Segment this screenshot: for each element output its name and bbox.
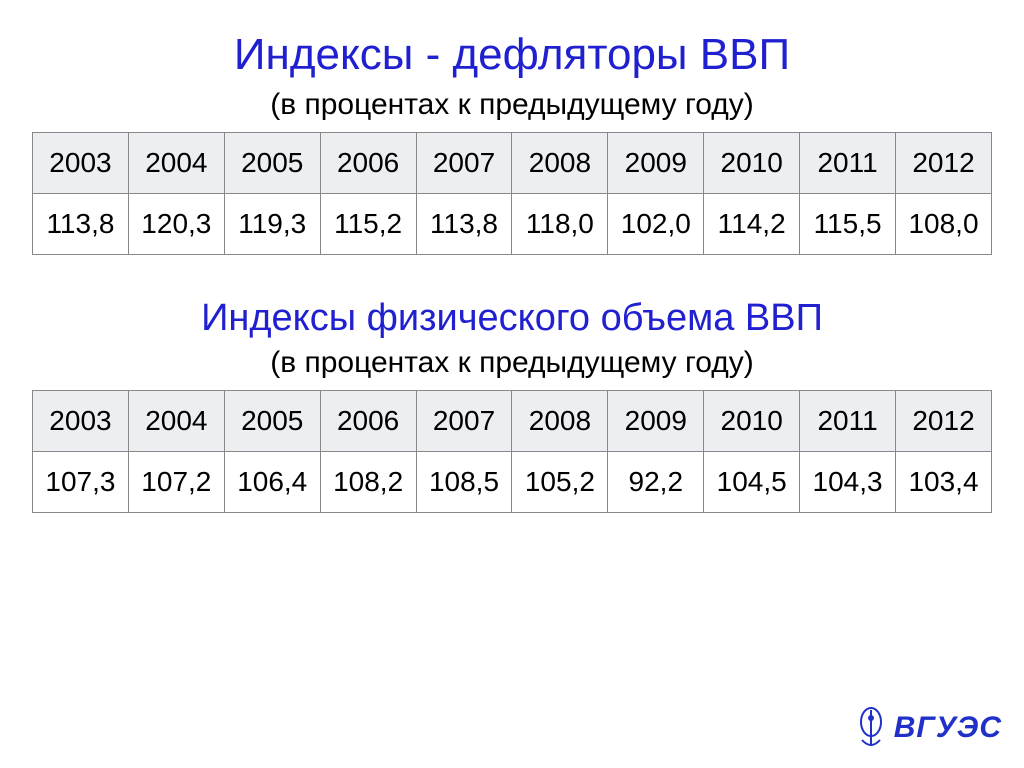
table-cell: 2007 [416,391,512,452]
table-cell: 113,8 [33,194,129,255]
university-crest-icon [854,706,888,750]
logo-text: ВГУЭС [894,711,1002,745]
table-cell: 2004 [128,391,224,452]
table-cell: 114,2 [704,194,800,255]
deflator-title: Индексы - дефляторы ВВП [20,30,1004,80]
table-cell: 107,3 [33,452,129,513]
volume-years-row: 2003 2004 2005 2006 2007 2008 2009 2010 … [33,391,992,452]
table-cell: 104,3 [800,452,896,513]
table-cell: 118,0 [512,194,608,255]
table-cell: 2004 [128,133,224,194]
table-cell: 102,0 [608,194,704,255]
table-cell: 2008 [512,133,608,194]
table-cell: 2005 [224,133,320,194]
table-cell: 2010 [704,133,800,194]
table-cell: 2009 [608,133,704,194]
volume-values-row: 107,3 107,2 106,4 108,2 108,5 105,2 92,2… [33,452,992,513]
table-cell: 103,4 [896,452,992,513]
table-cell: 2011 [800,133,896,194]
deflator-table: 2003 2004 2005 2006 2007 2008 2009 2010 … [32,132,992,255]
table-cell: 2005 [224,391,320,452]
table-cell: 2003 [33,133,129,194]
deflator-subtitle: (в процентах к предыдущему году) [20,88,1004,122]
volume-title: Индексы физического объема ВВП [20,297,1004,340]
deflator-values-row: 113,8 120,3 119,3 115,2 113,8 118,0 102,… [33,194,992,255]
volume-table: 2003 2004 2005 2006 2007 2008 2009 2010 … [32,390,992,513]
table-cell: 108,2 [320,452,416,513]
table-cell: 107,2 [128,452,224,513]
table-cell: 2006 [320,391,416,452]
table-cell: 104,5 [704,452,800,513]
table-cell: 108,0 [896,194,992,255]
table-cell: 2003 [33,391,129,452]
table-cell: 119,3 [224,194,320,255]
table-cell: 115,5 [800,194,896,255]
table-cell: 113,8 [416,194,512,255]
table-cell: 105,2 [512,452,608,513]
table-cell: 2012 [896,133,992,194]
table-cell: 2010 [704,391,800,452]
volume-subtitle: (в процентах к предыдущему году) [20,346,1004,380]
table-cell: 2007 [416,133,512,194]
vgues-logo: ВГУЭС [854,706,1002,750]
deflator-years-row: 2003 2004 2005 2006 2007 2008 2009 2010 … [33,133,992,194]
table-cell: 108,5 [416,452,512,513]
table-cell: 106,4 [224,452,320,513]
table-cell: 2006 [320,133,416,194]
table-cell: 120,3 [128,194,224,255]
table-cell: 2012 [896,391,992,452]
table-cell: 2009 [608,391,704,452]
table-cell: 2008 [512,391,608,452]
table-cell: 115,2 [320,194,416,255]
table-cell: 92,2 [608,452,704,513]
table-cell: 2011 [800,391,896,452]
